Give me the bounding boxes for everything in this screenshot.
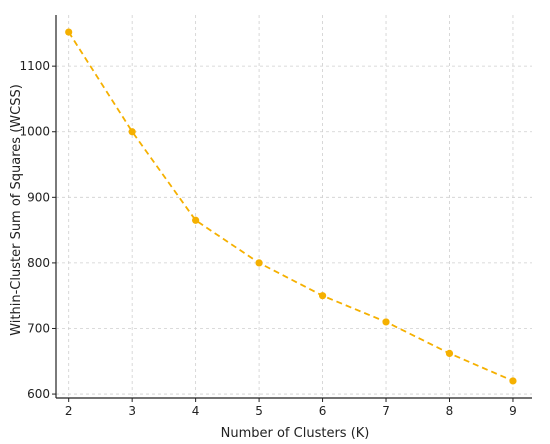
data-point (255, 259, 263, 267)
data-point (65, 28, 73, 36)
tick-labels: 2 3 4 5 6 7 8 9 600 700 800 900 1000 1100 (19, 59, 516, 418)
x-tick-label: 4 (192, 404, 200, 418)
y-tick-label: 600 (27, 387, 50, 401)
data-point (192, 216, 200, 224)
x-tick-label: 7 (382, 404, 390, 418)
data-point (445, 349, 454, 358)
series-points-layer (65, 28, 517, 385)
series-line-layer (67, 31, 514, 382)
data-point (318, 292, 327, 300)
y-axis-label: Within-Cluster Sum of Squares (WCSS) (9, 84, 24, 336)
y-tick-label: 700 (27, 321, 50, 335)
y-tick-label: 1000 (19, 125, 50, 139)
x-tick-label: 2 (65, 404, 73, 418)
y-tick-label: 900 (27, 190, 50, 204)
x-tick-label: 8 (446, 404, 454, 418)
data-point (128, 128, 136, 136)
data-point (509, 377, 517, 385)
x-tick-label: 3 (128, 404, 136, 418)
x-tick-label: 9 (509, 404, 517, 418)
y-tick-label: 800 (27, 256, 50, 270)
x-tick-label: 5 (255, 404, 263, 418)
series-line (67, 31, 514, 382)
x-axis-label: Number of Clusters (K) (221, 426, 370, 441)
y-tick-label: 1100 (19, 59, 50, 73)
axes (52, 15, 532, 402)
data-point (382, 318, 390, 326)
x-tick-label: 6 (319, 404, 327, 418)
